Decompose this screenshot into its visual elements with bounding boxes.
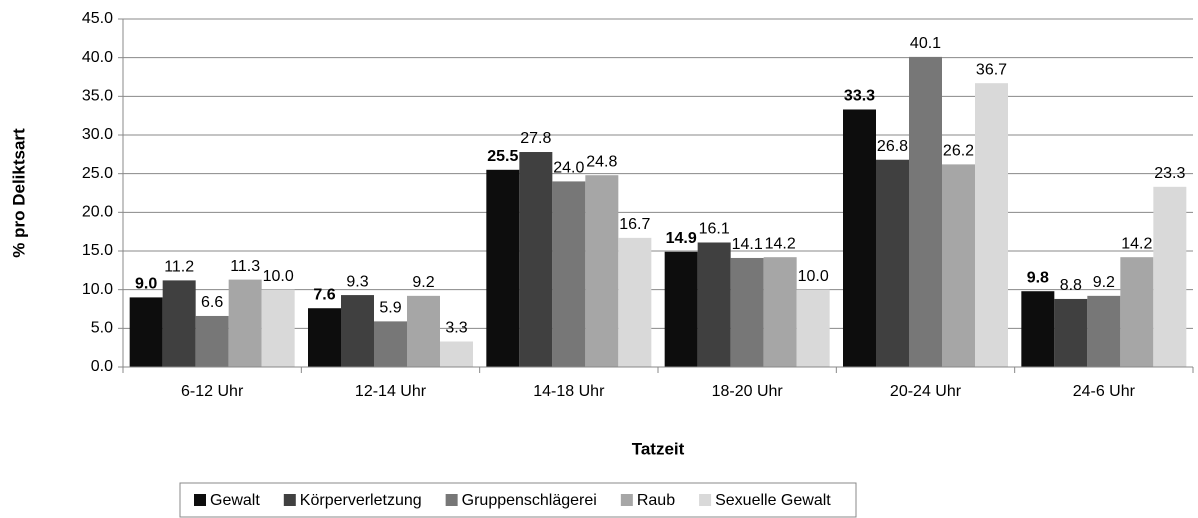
data-label: 16.7	[619, 216, 650, 233]
legend-label: Raub	[637, 492, 675, 509]
data-label: 27.8	[520, 130, 551, 147]
bar	[975, 83, 1008, 367]
data-label: 14.2	[765, 235, 796, 252]
bar	[618, 237, 652, 367]
y-tick-label: 20.0	[82, 204, 113, 221]
bar	[1120, 257, 1154, 367]
bar	[1021, 291, 1055, 367]
data-label: 9.3	[346, 273, 368, 290]
x-tick-label: 12-14 Uhr	[355, 383, 427, 400]
bar	[1054, 298, 1088, 367]
data-label: 11.3	[230, 258, 260, 275]
y-tick-label: 15.0	[82, 242, 113, 259]
bar	[129, 297, 163, 367]
bar	[664, 251, 698, 367]
y-axis-title: % pro Deliktsart	[9, 128, 28, 258]
x-tick-label: 24-6 Uhr	[1073, 383, 1136, 400]
x-tick-label: 6-12 Uhr	[181, 383, 244, 400]
data-label: 9.2	[1093, 274, 1115, 291]
data-label: 9.0	[135, 276, 157, 293]
data-label: 7.6	[313, 286, 335, 303]
bar	[341, 295, 374, 367]
data-label: 14.2	[1121, 235, 1152, 252]
bar	[585, 175, 619, 367]
bar	[374, 321, 407, 367]
y-tick-label: 40.0	[82, 49, 113, 66]
bar	[228, 279, 262, 367]
data-label: 10.0	[798, 268, 829, 285]
bar	[440, 341, 473, 367]
data-label: 40.1	[910, 35, 941, 52]
legend-swatch	[620, 494, 633, 506]
data-label: 25.5	[487, 148, 518, 165]
x-axis-title: Tatzeit	[632, 439, 685, 458]
y-tick-label: 10.0	[82, 281, 113, 298]
data-label: 8.8	[1060, 277, 1082, 294]
bar	[486, 169, 520, 367]
data-label: 24.0	[553, 160, 584, 177]
legend-label: Sexuelle Gewalt	[715, 492, 831, 509]
data-label: 16.1	[699, 221, 730, 238]
bar	[730, 257, 764, 367]
y-tick-label: 35.0	[82, 88, 113, 105]
data-label: 9.8	[1027, 269, 1049, 286]
y-tick-label: 30.0	[82, 126, 113, 143]
x-tick-label: 20-24 Uhr	[890, 383, 962, 400]
bar	[308, 308, 341, 367]
data-label: 14.9	[666, 230, 697, 247]
y-tick-label: 5.0	[91, 320, 113, 337]
data-label: 14.1	[732, 236, 763, 253]
bar	[697, 242, 731, 367]
x-tick-label: 18-20 Uhr	[712, 383, 784, 400]
legend-swatch	[699, 494, 712, 506]
data-label: 5.9	[379, 300, 401, 317]
y-tick-label: 45.0	[82, 10, 113, 27]
bar	[1087, 295, 1121, 367]
bar	[552, 181, 586, 367]
legend-label: Gewalt	[210, 492, 260, 509]
data-label: 33.3	[844, 88, 875, 105]
legend-swatch	[445, 494, 458, 506]
data-label: 11.2	[164, 259, 194, 276]
data-label: 6.6	[201, 294, 223, 311]
bar	[942, 164, 975, 367]
bar	[519, 152, 553, 367]
legend-swatch	[283, 494, 296, 506]
bar	[763, 257, 797, 367]
bar	[843, 109, 876, 367]
legend-label: Körperverletzung	[300, 492, 422, 509]
bar	[261, 289, 295, 367]
x-tick-label: 14-18 Uhr	[533, 383, 605, 400]
bar	[909, 56, 942, 367]
data-label: 26.2	[943, 143, 974, 160]
data-label: 3.3	[445, 320, 467, 337]
data-label: 9.2	[412, 274, 434, 291]
bar	[1153, 186, 1187, 367]
legend-label: Gruppenschlägerei	[462, 492, 597, 509]
bar	[796, 289, 830, 367]
legend-swatch	[194, 494, 206, 506]
data-label: 26.8	[877, 138, 908, 155]
data-label: 24.8	[586, 153, 617, 170]
bar	[195, 315, 229, 367]
bar	[407, 295, 440, 367]
y-tick-label: 0.0	[91, 358, 113, 375]
y-tick-label: 25.0	[82, 165, 113, 182]
bar	[162, 280, 196, 367]
data-label: 10.0	[263, 268, 294, 285]
data-label: 23.3	[1154, 165, 1185, 182]
bar	[876, 159, 909, 367]
data-label: 36.7	[976, 61, 1007, 78]
